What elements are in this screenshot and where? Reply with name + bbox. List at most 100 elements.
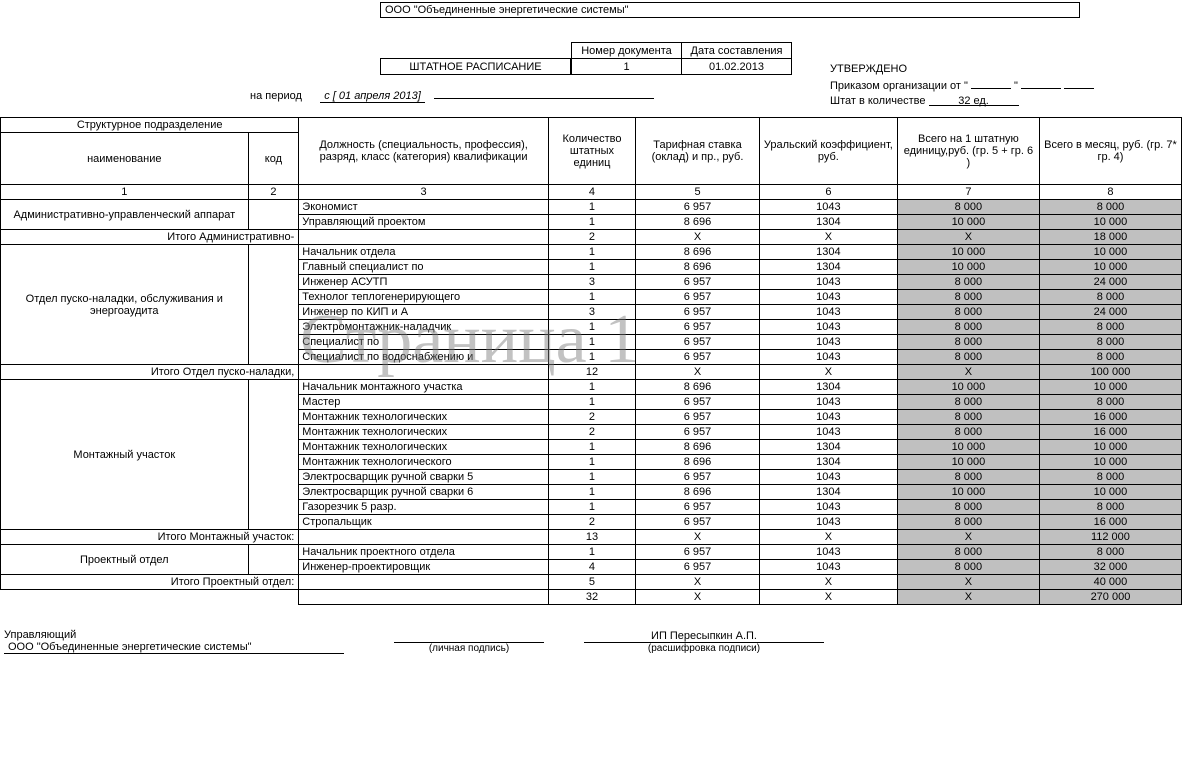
cell: 10 000 (1039, 485, 1181, 500)
doc-date: 01.02.2013 (682, 59, 792, 75)
cell: Монтажный участок (1, 380, 249, 530)
cell: 8 696 (636, 380, 760, 395)
colnum-2: 2 (248, 185, 299, 200)
cell: 10 000 (1039, 260, 1181, 275)
cell: 1 (548, 320, 635, 335)
subtotal-row: Итого Административно-2XXX18 000 (1, 230, 1182, 245)
cell: 1 (548, 485, 635, 500)
cell: 1043 (759, 515, 897, 530)
cell: Специалист по (299, 335, 549, 350)
cell: 3 (548, 275, 635, 290)
cell: 1043 (759, 320, 897, 335)
colnum-6: 6 (759, 185, 897, 200)
cell: 10 000 (897, 455, 1039, 470)
cell (248, 200, 299, 230)
cell: Газорезчик 5 разр. (299, 500, 549, 515)
cell: 1043 (759, 275, 897, 290)
cell: 10 000 (1039, 455, 1181, 470)
approve-block: УТВЕРЖДЕНО Приказом организации от " " Ш… (830, 62, 1170, 109)
sig-name-label: (расшифровка подписи) (584, 643, 824, 654)
cell: 8 696 (636, 440, 760, 455)
cell: 1043 (759, 560, 897, 575)
cell: 1304 (759, 380, 897, 395)
period-text: с [ 01 апреля 2013] (320, 90, 425, 103)
cell: Экономист (299, 200, 549, 215)
cell: 6 957 (636, 395, 760, 410)
cell: Итого Административно- (1, 230, 299, 245)
cell: 1 (548, 260, 635, 275)
cell: 6 957 (636, 305, 760, 320)
cell: 32 (548, 590, 635, 605)
cell: 8 000 (1039, 470, 1181, 485)
cell: 10 000 (897, 380, 1039, 395)
cell: 8 000 (897, 470, 1039, 485)
cell: 8 000 (897, 515, 1039, 530)
cell: 16 000 (1039, 515, 1181, 530)
cell: 8 000 (897, 290, 1039, 305)
doc-date-label: Дата составления (682, 43, 792, 59)
cell: Мастер (299, 395, 549, 410)
cell: 8 000 (1039, 395, 1181, 410)
cell: 1 (548, 440, 635, 455)
cell: 1304 (759, 485, 897, 500)
cell: 1043 (759, 410, 897, 425)
cell: 1 (548, 245, 635, 260)
doc-number-label: Номер документа (572, 43, 682, 59)
subtotal-row: Итого Монтажный участок:13XXX112 000 (1, 530, 1182, 545)
cell: X (636, 530, 760, 545)
cell: 10 000 (897, 440, 1039, 455)
cell: 1 (548, 455, 635, 470)
cell: 8 000 (897, 305, 1039, 320)
subtotal-row: Итого Отдел пуско-наладки,12XXX100 000 (1, 365, 1182, 380)
cell: Итого Монтажный участок: (1, 530, 299, 545)
cell (299, 230, 549, 245)
cell: 1 (548, 350, 635, 365)
cell: X (759, 365, 897, 380)
cell: X (636, 365, 760, 380)
subtotal-row: Итого Проектный отдел:5XXX40 000 (1, 575, 1182, 590)
cell: 6 957 (636, 200, 760, 215)
cell: 6 957 (636, 500, 760, 515)
cell: Начальник проектного отдела (299, 545, 549, 560)
cell: 10 000 (1039, 215, 1181, 230)
colnum-1: 1 (1, 185, 249, 200)
cell: 13 (548, 530, 635, 545)
cell: Монтажник технологических (299, 425, 549, 440)
cell: X (897, 575, 1039, 590)
col-position: Должность (специальность, профессия), ра… (299, 118, 549, 185)
cell: 5 (548, 575, 635, 590)
signature-area: Управляющий ООО "Объединенные энергетиче… (4, 629, 1187, 654)
cell: 8 000 (897, 275, 1039, 290)
cell: 6 957 (636, 515, 760, 530)
cell: 18 000 (1039, 230, 1181, 245)
cell: Инженер АСУТП (299, 275, 549, 290)
cell: Управляющий проектом (299, 215, 549, 230)
cell: X (759, 590, 897, 605)
cell: 16 000 (1039, 410, 1181, 425)
cell: 8 000 (897, 335, 1039, 350)
cell: Административно-управленческий аппарат (1, 200, 249, 230)
cell: 8 000 (897, 410, 1039, 425)
table-row: Отдел пуско-наладки, обслуживания и энер… (1, 245, 1182, 260)
cell: 1043 (759, 395, 897, 410)
cell (1, 590, 249, 605)
cell: 1 (548, 380, 635, 395)
cell: 6 957 (636, 470, 760, 485)
cell: X (897, 590, 1039, 605)
cell: 1043 (759, 200, 897, 215)
cell: 8 000 (1039, 200, 1181, 215)
period-label: на период (250, 90, 302, 102)
doc-title: ШТАТНОЕ РАСПИСАНИЕ (381, 59, 571, 75)
cell: 112 000 (1039, 530, 1181, 545)
cell: Итого Отдел пуско-наладки, (1, 365, 299, 380)
cell: 8 000 (1039, 320, 1181, 335)
cell: X (636, 575, 760, 590)
cell: Монтажник технологических (299, 440, 549, 455)
cell: 6 957 (636, 410, 760, 425)
cell: 32 000 (1039, 560, 1181, 575)
cell: X (759, 530, 897, 545)
grand-total-row: 32XXX270 000 (1, 590, 1182, 605)
cell: 1 (548, 215, 635, 230)
cell: 6 957 (636, 425, 760, 440)
cell: 10 000 (897, 245, 1039, 260)
